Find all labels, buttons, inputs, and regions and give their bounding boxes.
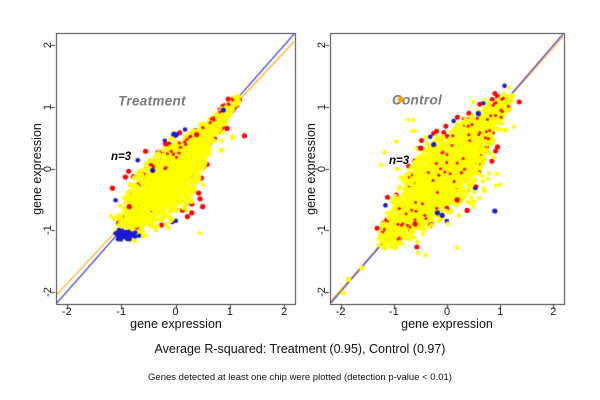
x-tick-label: 2: [550, 306, 557, 318]
detection-note-caption: Genes detected at least one chip were pl…: [148, 372, 452, 383]
x-tick-label: -2: [335, 306, 346, 318]
y-tick-label: -2: [316, 286, 328, 297]
x-tick-label: -1: [116, 306, 127, 318]
x-tick-label: 0: [172, 306, 179, 318]
y-tick-label: 0: [316, 165, 328, 172]
x-tick-label: 1: [226, 306, 233, 318]
y-tick-label: -1: [42, 225, 54, 235]
x-tick-label: 1: [497, 306, 504, 318]
y-tick-label: -2: [42, 286, 54, 297]
x-tick-label: 0: [443, 306, 451, 318]
y-tick-label: 2: [316, 42, 328, 49]
y-tick-label: -1: [316, 225, 328, 235]
x-tick-label: 2: [281, 306, 288, 318]
x-axis-label-control: gene expression: [401, 317, 493, 331]
x-tick-label: -2: [61, 306, 72, 318]
y-tick-label: 1: [42, 103, 54, 110]
y-tick-label: 0: [42, 165, 54, 172]
y-tick-label: 2: [42, 42, 54, 49]
x-tick-label: -1: [388, 306, 399, 318]
r-squared-caption: Average R-squared: Treatment (0.95), Con…: [154, 342, 446, 356]
x-axis-label-treatment: gene expression: [130, 317, 222, 331]
y-tick-label: 1: [316, 103, 328, 110]
